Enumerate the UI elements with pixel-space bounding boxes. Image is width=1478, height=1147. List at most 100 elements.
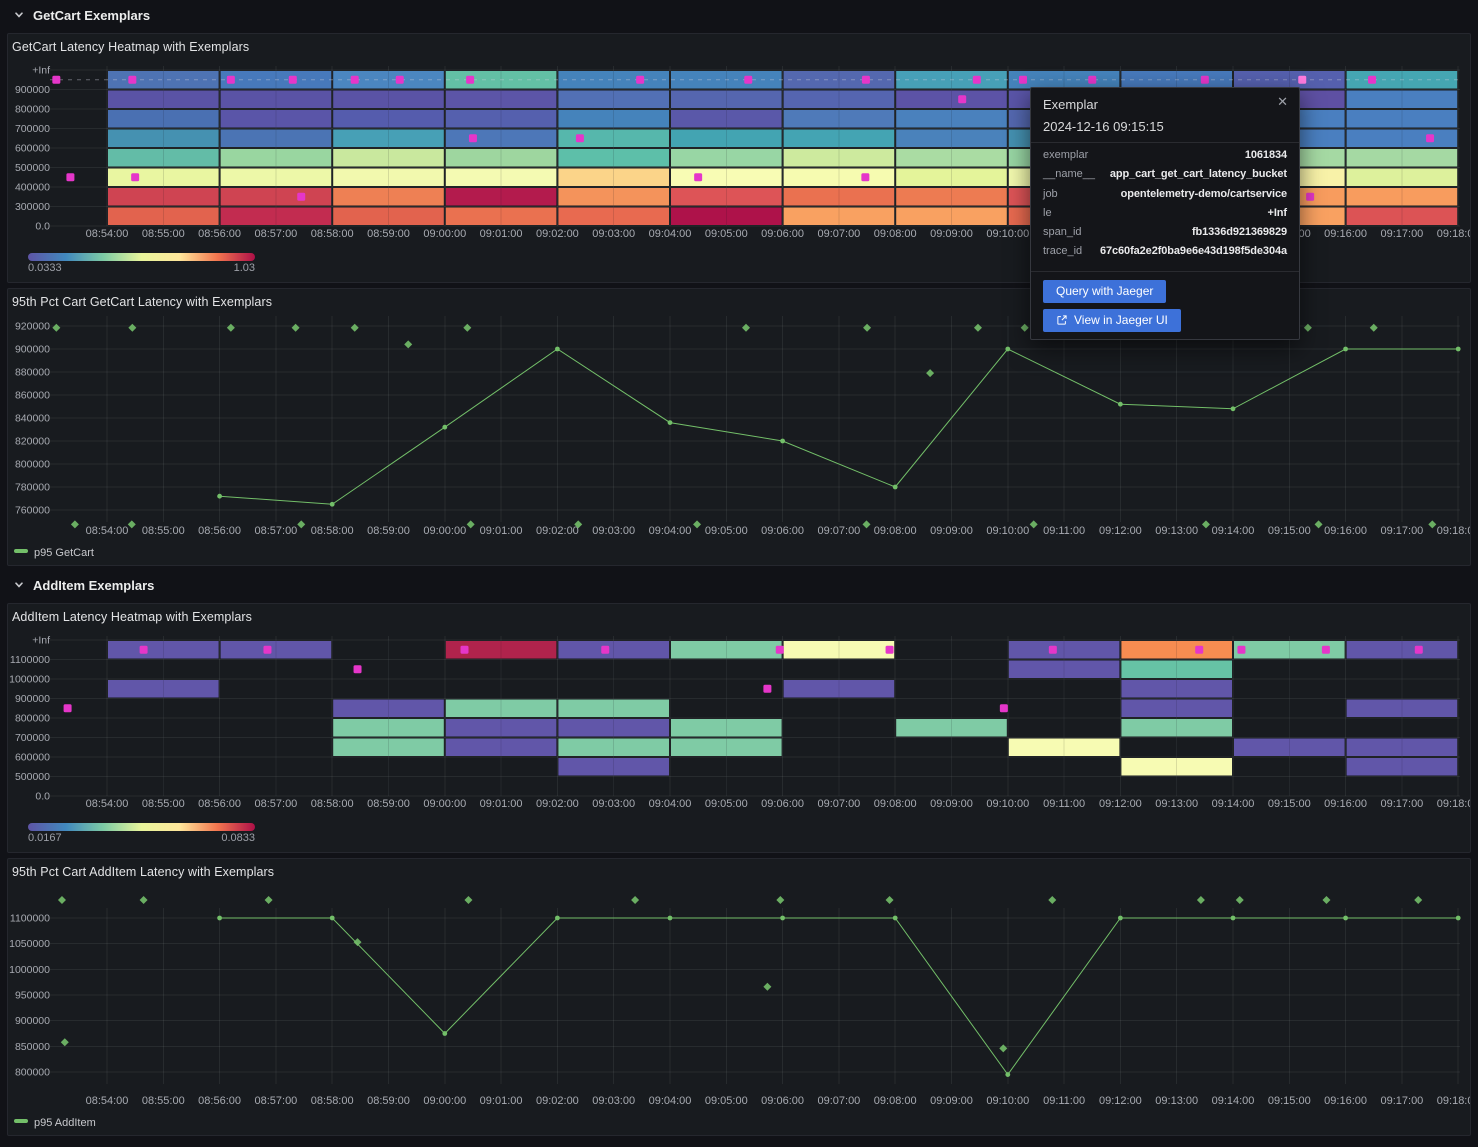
exemplar-marker[interactable] (601, 645, 610, 654)
data-point[interactable] (892, 915, 898, 921)
exemplar-diamond[interactable] (742, 323, 751, 332)
heatmap-cell[interactable] (220, 129, 332, 148)
exemplar-diamond[interactable] (52, 323, 61, 332)
exemplar-diamond[interactable] (404, 340, 413, 349)
heatmap-cell[interactable] (783, 680, 895, 698)
data-point[interactable] (1230, 915, 1236, 921)
exemplar-marker[interactable] (353, 665, 362, 674)
exemplar-diamond[interactable] (291, 323, 300, 332)
heatmap-cell[interactable] (108, 641, 219, 659)
exemplar-marker[interactable] (1019, 75, 1028, 84)
heatmap-cell[interactable] (445, 71, 557, 89)
heatmap-cell[interactable] (1346, 188, 1458, 206)
heatmap-cell[interactable] (1346, 168, 1458, 187)
exemplar-marker[interactable] (575, 134, 584, 143)
exemplar-diamond[interactable] (297, 520, 306, 529)
heatmap-cell[interactable] (445, 188, 557, 206)
heatmap-cell[interactable] (558, 129, 669, 148)
heatmap-cell[interactable] (1121, 71, 1232, 89)
heatmap-cell[interactable] (1346, 90, 1458, 109)
heatmap-cell[interactable] (1346, 641, 1458, 659)
heatmap-cell[interactable] (445, 110, 557, 128)
exemplar-marker[interactable] (694, 173, 703, 182)
close-icon[interactable]: ✕ (1277, 94, 1288, 109)
heatmap-cell[interactable] (333, 110, 444, 128)
exemplar-marker[interactable] (1048, 645, 1057, 654)
panel-title[interactable]: GetCart Latency Heatmap with Exemplars (12, 40, 250, 54)
heatmap-cell[interactable] (1234, 71, 1345, 89)
panel-title[interactable]: 95th Pct Cart GetCart Latency with Exemp… (12, 295, 273, 309)
heatmap-cell[interactable] (1346, 699, 1458, 718)
heatmap-cell[interactable] (445, 738, 557, 757)
exemplar-diamond[interactable] (631, 896, 640, 905)
query-with-jaeger-button[interactable]: Query with Jaeger (1043, 279, 1167, 303)
heatmap-cell[interactable] (1008, 641, 1120, 659)
heatmap-cell[interactable] (783, 110, 895, 128)
exemplar-diamond[interactable] (57, 896, 66, 905)
exemplar-marker[interactable] (1200, 75, 1209, 84)
exemplar-diamond[interactable] (1414, 896, 1423, 905)
exemplar-marker[interactable] (972, 75, 981, 84)
exemplar-marker[interactable] (139, 645, 148, 654)
heatmap-cell[interactable] (108, 149, 219, 167)
exemplar-diamond[interactable] (1029, 520, 1038, 529)
exemplar-marker[interactable] (744, 75, 753, 84)
exemplar-diamond[interactable] (1314, 520, 1323, 529)
heatmap-cell[interactable] (445, 699, 557, 718)
data-point[interactable] (667, 420, 673, 425)
data-point[interactable] (780, 438, 785, 444)
heatmap-cell[interactable] (108, 168, 219, 187)
exemplar-diamond[interactable] (353, 938, 362, 947)
heatmap-cell[interactable] (896, 129, 1007, 148)
heatmap-cell[interactable] (896, 149, 1007, 167)
heatmap-cell[interactable] (783, 188, 895, 206)
data-point[interactable] (217, 915, 223, 921)
exemplar-diamond[interactable] (463, 323, 472, 332)
exemplar-diamond[interactable] (464, 896, 473, 905)
exemplar-diamond[interactable] (60, 1038, 69, 1047)
heatmap-cell[interactable] (1121, 680, 1232, 698)
getcart-line-chart[interactable]: 760000 780000 800000 820000 840000 860000 8800… (8, 315, 1470, 566)
data-point[interactable] (1005, 1072, 1011, 1077)
exemplar-marker[interactable] (395, 75, 404, 84)
panel-title[interactable]: AddItem Latency Heatmap with Exemplars (12, 610, 253, 624)
heatmap-cell[interactable] (1346, 738, 1458, 757)
heatmap-cell[interactable] (445, 207, 557, 226)
heatmap-cell[interactable] (1121, 660, 1232, 679)
exemplar-diamond[interactable] (1201, 520, 1210, 529)
heatmap-cell[interactable] (1008, 71, 1120, 89)
heatmap-cell[interactable] (333, 188, 444, 206)
heatmap-cell[interactable] (671, 188, 782, 206)
heatmap-cell[interactable] (783, 90, 895, 109)
heatmap-cell[interactable] (671, 641, 782, 659)
heatmap-cell[interactable] (445, 149, 557, 167)
heatmap-cell[interactable] (445, 90, 557, 109)
heatmap-cell[interactable] (1346, 129, 1458, 148)
heatmap-cell[interactable] (671, 207, 782, 226)
exemplar-marker[interactable] (288, 75, 297, 84)
exemplar-diamond[interactable] (139, 896, 148, 905)
heatmap-cell[interactable] (558, 719, 669, 737)
heatmap-cell[interactable] (445, 719, 557, 737)
panel-title[interactable]: 95th Pct Cart AddItem Latency with Exemp… (12, 865, 275, 879)
heatmap-cell[interactable] (108, 207, 219, 226)
heatmap-cell[interactable] (558, 207, 669, 226)
exemplar-diamond[interactable] (70, 520, 79, 529)
data-point[interactable] (555, 915, 560, 921)
heatmap-cell[interactable] (558, 168, 669, 187)
exemplar-diamond[interactable] (226, 323, 235, 332)
exemplar-diamond[interactable] (1235, 896, 1244, 905)
heatmap-cell[interactable] (1234, 738, 1345, 757)
heatmap-cell[interactable] (558, 641, 669, 659)
exemplar-marker[interactable] (1195, 645, 1204, 654)
exemplar-marker[interactable] (775, 645, 784, 654)
heatmap-cell[interactable] (1121, 641, 1232, 659)
exemplar-marker[interactable] (1426, 134, 1435, 143)
exemplar-marker[interactable] (1088, 75, 1097, 84)
heatmap-cell[interactable] (783, 207, 895, 226)
heatmap-cell[interactable] (1346, 149, 1458, 167)
heatmap-cell[interactable] (783, 129, 895, 148)
exemplar-marker[interactable] (763, 684, 772, 693)
heatmap-cell[interactable] (333, 699, 444, 718)
data-point[interactable] (1455, 915, 1461, 921)
